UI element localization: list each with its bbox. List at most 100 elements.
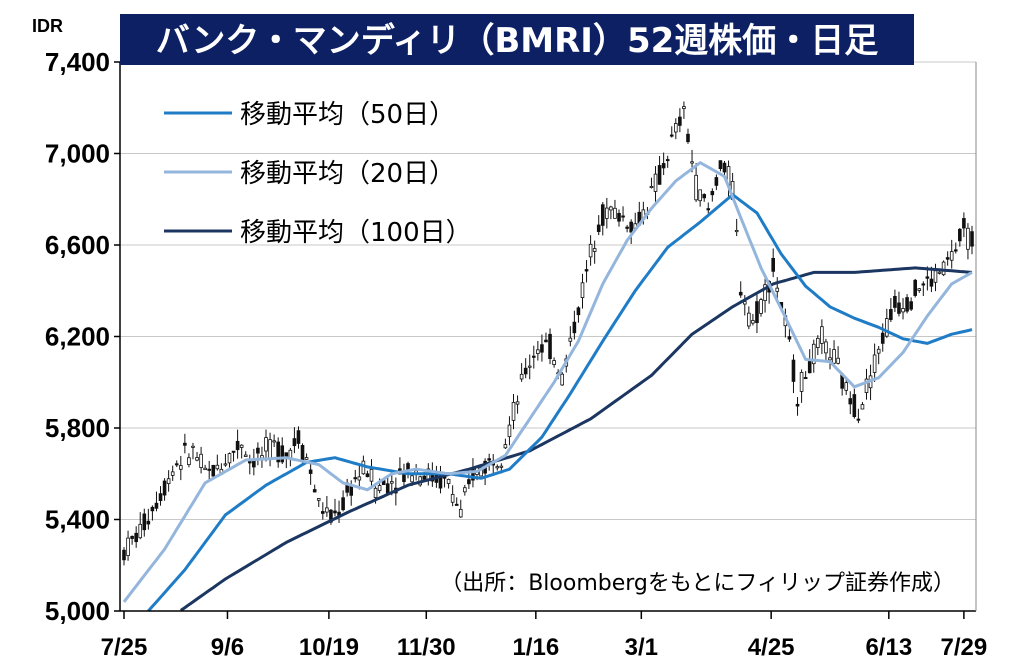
candle-body <box>422 475 427 480</box>
candle-body <box>759 299 763 314</box>
candle-body <box>706 208 711 211</box>
candle-body <box>584 269 589 272</box>
unit-label: IDR <box>32 16 63 36</box>
candle-body <box>905 297 909 312</box>
candle-body <box>953 249 958 252</box>
candle-body <box>252 459 256 468</box>
candle-body <box>722 162 727 173</box>
candle-body <box>909 301 913 310</box>
candle-body <box>844 382 849 391</box>
candle-body <box>454 503 459 506</box>
candle-body <box>828 357 832 361</box>
candle-body <box>661 163 666 169</box>
candle-body <box>540 344 544 353</box>
candle-body <box>296 430 301 444</box>
y-tick-label: 7,400 <box>45 47 110 77</box>
candle-body <box>889 309 893 320</box>
candle-body <box>158 493 163 502</box>
candle-body <box>848 398 853 405</box>
candle-body <box>966 227 970 250</box>
candle-body <box>292 438 297 447</box>
candle-body <box>256 447 260 454</box>
candle-body <box>239 444 244 448</box>
legend-label: 移動平均（50日） <box>240 100 455 130</box>
candle-body <box>272 440 276 443</box>
x-tick-label: 7/29 <box>941 634 988 661</box>
candle-body <box>807 359 812 374</box>
candle-body <box>917 288 922 291</box>
x-tick-label: 4/25 <box>748 634 795 661</box>
candle-body <box>710 190 715 196</box>
candle-body <box>568 337 573 342</box>
candle-body <box>836 357 840 364</box>
candle-body <box>231 450 236 453</box>
candle-body <box>771 257 775 272</box>
candle-body <box>872 354 877 373</box>
candle-body <box>122 549 126 561</box>
source-note: （出所：Bloombergをもとにフィリップ証券作成） <box>440 571 955 596</box>
y-tick-label: 5,000 <box>45 596 110 626</box>
candle-body <box>215 464 220 470</box>
ma20-line <box>122 161 973 603</box>
candle-body <box>341 497 345 511</box>
candle-body <box>373 487 378 498</box>
x-axis: 7/25 9/6 10/19 11/30 1/16 3/1 4/25 6/13 7/29 <box>101 611 988 661</box>
plot-border <box>119 62 977 612</box>
y-tick-label: 5,400 <box>45 505 110 535</box>
candle-body <box>495 466 500 469</box>
candle-body <box>450 494 455 503</box>
candle-body <box>580 282 585 299</box>
candle-body <box>223 463 228 466</box>
candle-body <box>146 520 151 525</box>
candle-body <box>682 106 686 109</box>
candle-body <box>150 506 155 512</box>
candle-body <box>787 336 792 340</box>
candle-body <box>138 523 143 539</box>
candle-body <box>130 535 134 539</box>
candle-body <box>187 457 191 466</box>
x-tick-label: 3/1 <box>625 634 658 661</box>
candle-body <box>467 479 471 485</box>
candle-body <box>548 333 552 359</box>
candle-body <box>458 508 463 518</box>
candle-body <box>617 212 621 222</box>
candle-body <box>816 337 820 348</box>
candle-body <box>142 513 147 531</box>
candle-body <box>174 463 179 466</box>
candle-body <box>316 498 321 501</box>
candle-body <box>203 467 207 471</box>
candle-body <box>353 477 358 480</box>
candle-body <box>820 326 824 344</box>
ma50-line <box>147 193 973 612</box>
candle-body <box>714 177 719 186</box>
candle-body <box>811 343 816 365</box>
x-tick-label: 6/13 <box>865 634 912 661</box>
candle-body <box>552 360 556 366</box>
candle-body <box>588 243 593 258</box>
candle-body <box>751 320 755 324</box>
candle-body <box>507 424 512 438</box>
candle-body <box>674 123 678 133</box>
candle-body <box>929 278 934 287</box>
legend-label: 移動平均（100日） <box>240 218 472 248</box>
candle-body <box>678 116 682 126</box>
candle-body <box>235 440 240 451</box>
candle-body <box>925 276 930 279</box>
candle-body <box>162 480 167 496</box>
candle-body <box>503 444 508 449</box>
candle-body <box>308 469 313 474</box>
gridlines <box>120 61 976 612</box>
candle-body <box>515 401 520 405</box>
title-banner <box>120 14 914 65</box>
candle-body <box>609 206 613 211</box>
candle-body <box>649 186 654 189</box>
candle-body <box>657 165 662 185</box>
candle-body <box>690 161 694 164</box>
candle-body <box>170 471 175 476</box>
candle-body <box>621 215 625 218</box>
x-tick-label: 10/19 <box>299 634 359 661</box>
candle-body <box>884 318 889 337</box>
candle-body <box>901 308 905 313</box>
candle-body <box>544 339 548 343</box>
